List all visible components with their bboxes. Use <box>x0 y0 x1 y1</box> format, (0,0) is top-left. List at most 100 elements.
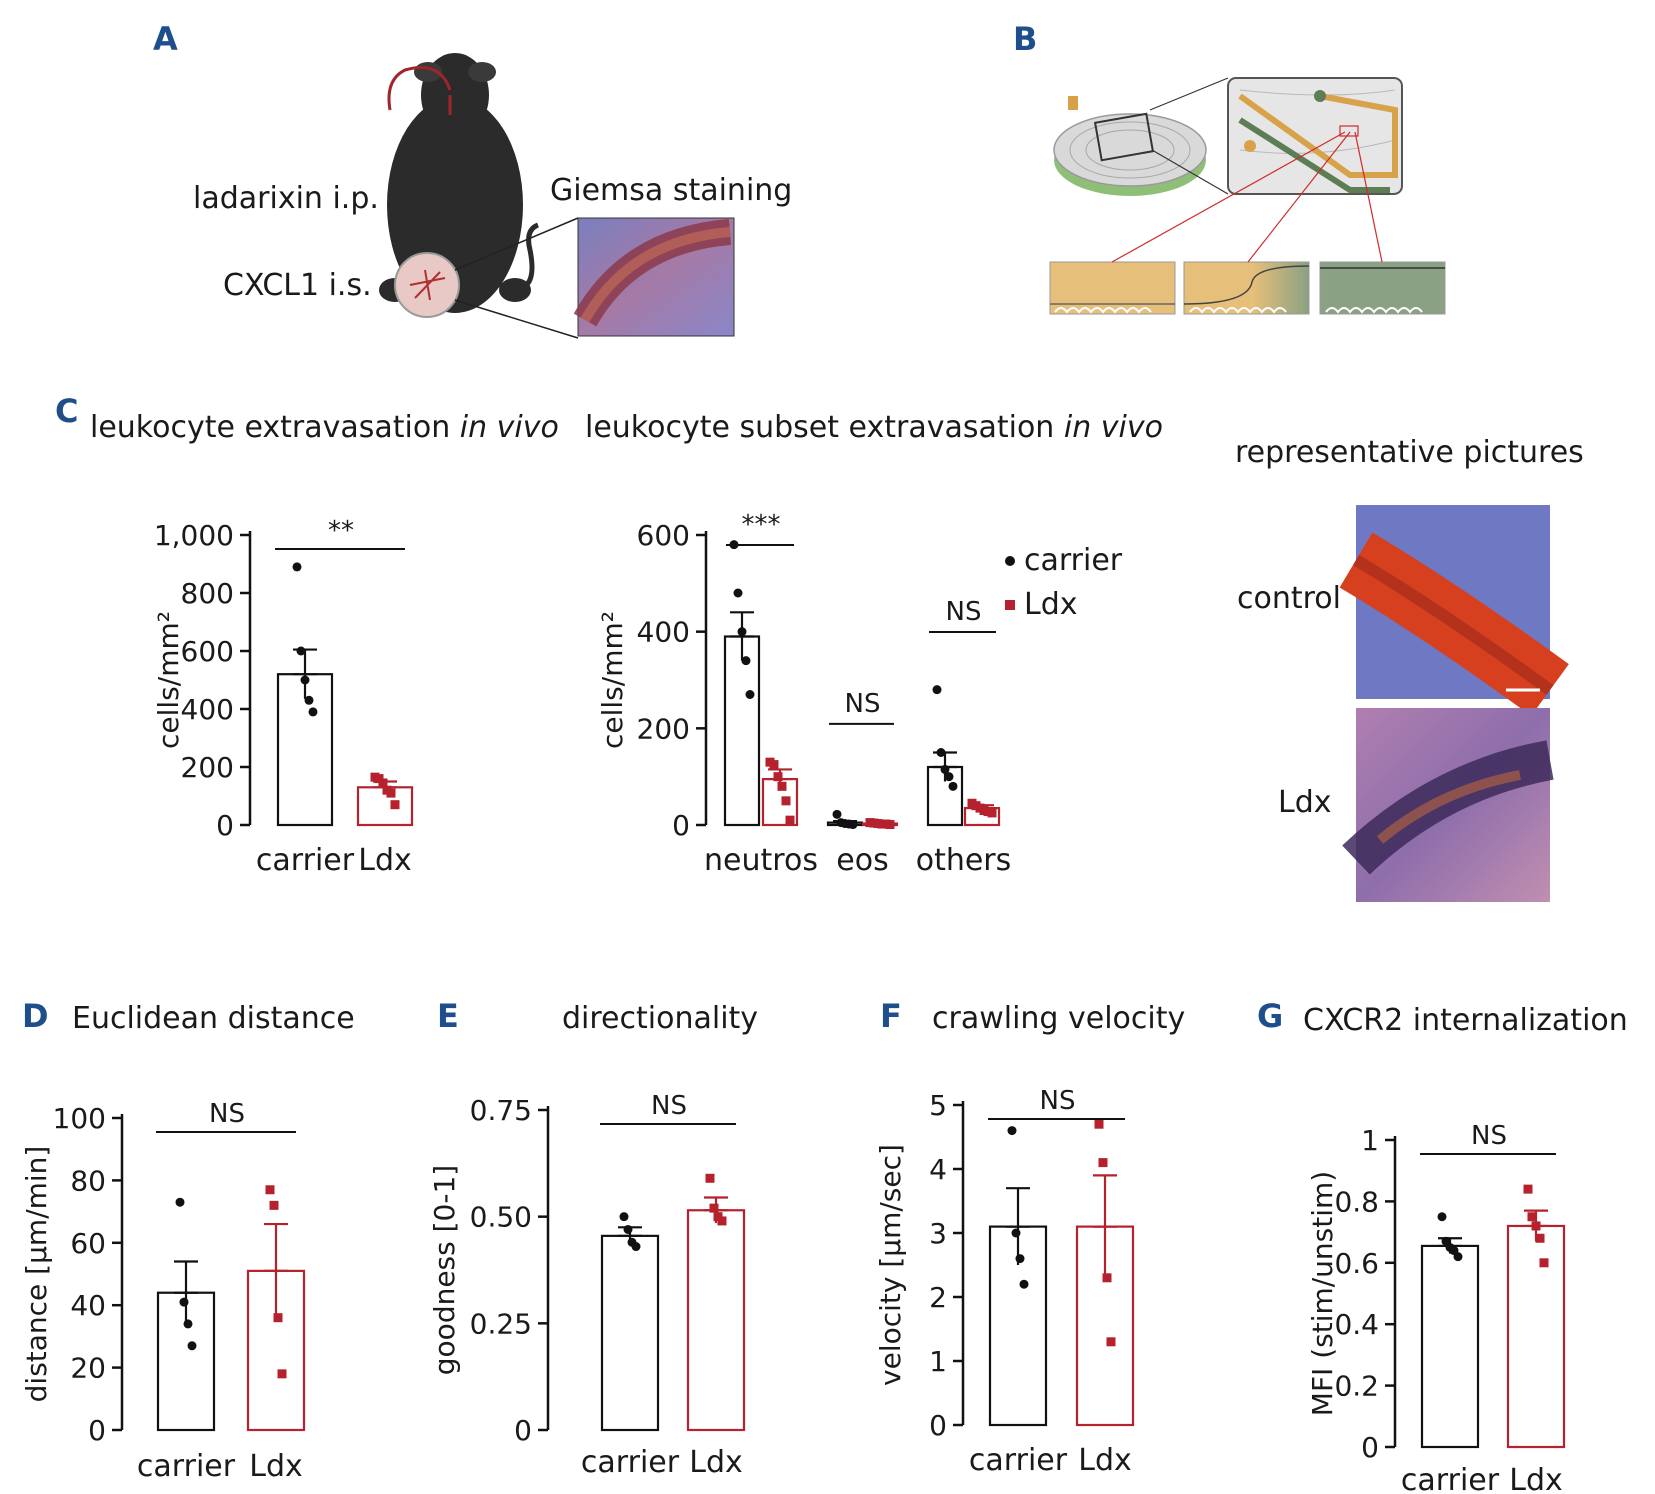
data-point-C1-carrier <box>304 695 314 705</box>
data-point-C1-carrier <box>308 707 318 717</box>
y-axis-label: distance [µm/min] <box>20 1146 53 1403</box>
chart-title-E: directionality <box>562 1001 758 1036</box>
ldx-image <box>1342 708 1554 902</box>
y-tick-label: 1,000 <box>154 519 234 552</box>
significance-label: NS <box>946 597 982 627</box>
data-point-C1-carrier <box>292 562 302 572</box>
significance-label: NS <box>1471 1121 1507 1151</box>
y-tick-label: 2 <box>929 1281 947 1314</box>
data-point-G-Ldx <box>1527 1212 1537 1222</box>
panel-letter-b: B <box>1013 20 1037 58</box>
y-tick-label: 0.25 <box>470 1307 532 1340</box>
data-point-D-carrier <box>175 1197 185 1207</box>
zoom-line-top <box>454 217 579 271</box>
x-category-label: carrier <box>1401 1463 1500 1494</box>
data-point-D-Ldx <box>273 1313 283 1323</box>
data-point-F-Ldx <box>1098 1158 1108 1168</box>
y-tick-label: 400 <box>181 693 234 726</box>
air-pouch-icon <box>394 252 460 318</box>
x-category-label: others <box>916 843 1012 878</box>
y-tick-label: 80 <box>70 1164 106 1197</box>
y-tick-label: 0.8 <box>1334 1185 1379 1218</box>
x-category-label: Ldx <box>358 843 412 878</box>
y-tick-label: 3 <box>929 1217 947 1250</box>
data-point-D-Ldx <box>269 1200 279 1210</box>
y-tick-label: 200 <box>637 712 690 745</box>
data-point-C1-Ldx <box>390 800 400 810</box>
bar-G-carrier <box>1420 1244 1480 1449</box>
ldx-image-label: Ldx <box>1278 785 1332 820</box>
y-tick-label: 60 <box>70 1227 106 1260</box>
data-point-D-carrier <box>187 1341 197 1351</box>
chart-title-G: CXCR2 internalization <box>1303 1003 1628 1038</box>
drug-label: ladarixin i.p. <box>193 181 379 216</box>
data-point-C1-carrier <box>296 646 306 656</box>
data-point-C2-neutros-Ldx <box>769 760 779 770</box>
data-point-C2-neutros-carrier <box>733 588 743 598</box>
data-point-F-Ldx <box>1102 1273 1112 1283</box>
bar-E-Ldx <box>686 1209 746 1432</box>
y-tick-label: 800 <box>181 577 234 610</box>
control-image <box>1339 505 1569 716</box>
data-point-D-Ldx <box>265 1185 275 1195</box>
data-point-C2-others-carrier <box>948 781 958 791</box>
y-tick-label: 0 <box>514 1414 532 1447</box>
chart-title-F: crawling velocity <box>932 1001 1185 1036</box>
chart-title-D: Euclidean distance <box>72 1001 355 1036</box>
y-tick-label: 0.75 <box>470 1094 532 1127</box>
panel-letter-g: G <box>1257 997 1283 1035</box>
y-axis-label: MFI (stim/unstim) <box>1306 1171 1339 1416</box>
y-tick-label: 1 <box>1361 1124 1379 1157</box>
panel-letter-c: C <box>55 392 78 430</box>
data-point-C1-carrier <box>300 675 310 685</box>
y-tick-label: 0.50 <box>470 1201 532 1234</box>
legend-label: Ldx <box>1024 587 1078 622</box>
data-point-F-carrier <box>1019 1279 1029 1289</box>
data-point-D-Ldx <box>277 1369 287 1379</box>
data-point-C2-neutros-carrier <box>737 627 747 637</box>
chemokine-label: CXCL1 i.s. <box>223 268 372 303</box>
data-point-G-carrier <box>1453 1252 1463 1262</box>
microfluidic-chip-illustration <box>1053 77 1403 196</box>
data-point-C2-others-Ldx <box>987 808 997 818</box>
x-category-label: Ldx <box>1078 1443 1132 1478</box>
panel-letter-d: D <box>22 997 49 1035</box>
data-point-C2-eos-Ldx <box>885 820 895 830</box>
giemsa-image <box>573 217 735 337</box>
data-point-D-carrier <box>179 1297 189 1307</box>
x-category-label: carrier <box>581 1445 680 1480</box>
y-axis-label: velocity [µm/sec] <box>874 1144 907 1386</box>
data-point-E-Ldx <box>709 1203 719 1213</box>
control-image-label: control <box>1237 581 1341 616</box>
data-point-C2-neutros-Ldx <box>773 772 783 782</box>
y-tick-label: 0.2 <box>1334 1370 1379 1403</box>
panel-letter-f: F <box>880 997 902 1035</box>
data-point-C2-others-carrier <box>944 772 954 782</box>
significance-label: NS <box>845 689 881 719</box>
data-point-F-Ldx <box>1094 1119 1104 1129</box>
y-tick-label: 1 <box>929 1345 947 1378</box>
y-tick-label: 400 <box>637 616 690 649</box>
legend-marker-carrier <box>1005 556 1015 566</box>
data-point-C2-neutros-carrier <box>745 690 755 699</box>
x-category-label: carrier <box>137 1449 236 1484</box>
data-point-C2-neutros-Ldx <box>777 781 787 791</box>
data-point-C2-eos-carrier <box>832 809 842 819</box>
data-point-C2-others-carrier <box>936 748 946 757</box>
y-tick-label: 20 <box>70 1352 106 1385</box>
x-category-label: carrier <box>256 843 355 878</box>
y-tick-label: 0 <box>88 1414 106 1447</box>
stain-label: Giemsa staining <box>550 173 792 208</box>
y-tick-label: 0 <box>672 809 690 842</box>
data-point-C1-Ldx <box>386 788 396 798</box>
bar-E-carrier <box>600 1234 660 1432</box>
x-category-label: carrier <box>969 1443 1068 1478</box>
chart-title-C1: leukocyte extravasation in vivo <box>90 410 559 445</box>
data-point-C2-others-carrier <box>940 764 950 774</box>
data-point-C2-neutros-Ldx <box>781 796 791 806</box>
data-point-G-Ldx <box>1535 1233 1545 1243</box>
data-point-E-Ldx <box>717 1216 727 1226</box>
legend-marker-ldx <box>1005 600 1015 610</box>
